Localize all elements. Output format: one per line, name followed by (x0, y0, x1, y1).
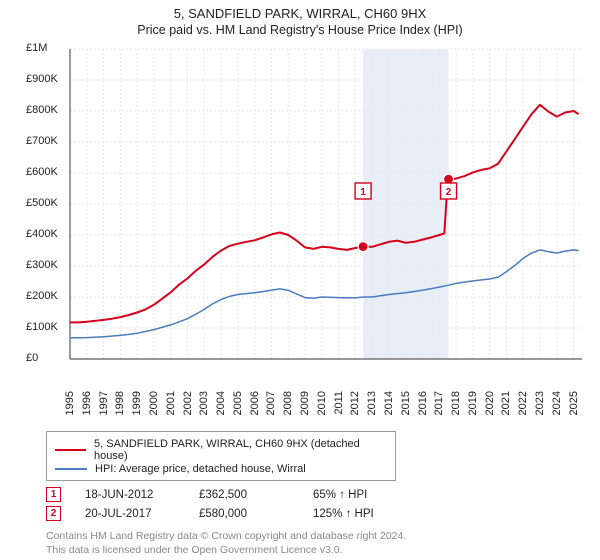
legend-swatch (55, 449, 86, 451)
x-tick-label: 2005 (232, 391, 244, 415)
y-tick-label: £800K (26, 104, 58, 116)
credits: Contains HM Land Registry data © Crown c… (46, 529, 590, 557)
x-tick-label: 2018 (450, 391, 462, 415)
x-tick-label: 2017 (433, 391, 445, 415)
x-tick-label: 2009 (299, 391, 311, 415)
y-tick-label: £1M (26, 42, 47, 54)
credits-line-2: This data is licensed under the Open Gov… (46, 543, 590, 557)
series-hpi (70, 250, 579, 338)
x-tick-label: 2016 (417, 391, 429, 415)
sale-delta: 125% ↑ HPI (313, 508, 403, 520)
credits-line-1: Contains HM Land Registry data © Crown c… (46, 529, 590, 543)
sale-price: £362,500 (199, 489, 289, 501)
y-tick-label: £700K (26, 135, 58, 147)
x-tick-label: 2012 (349, 391, 361, 415)
y-tick-label: £100K (26, 321, 58, 333)
x-tick-label: 2006 (249, 391, 261, 415)
y-tick-label: £500K (26, 197, 58, 209)
x-tick-label: 2008 (282, 391, 294, 415)
y-tick-label: £400K (26, 228, 58, 240)
x-tick-label: 2002 (182, 391, 194, 415)
legend-label: HPI: Average price, detached house, Wirr… (95, 463, 306, 475)
legend-row: HPI: Average price, detached house, Wirr… (55, 463, 387, 475)
legend-label: 5, SANDFIELD PARK, WIRRAL, CH60 9HX (det… (94, 438, 387, 462)
legend-box: 5, SANDFIELD PARK, WIRRAL, CH60 9HX (det… (46, 431, 396, 481)
y-tick-label: £900K (26, 73, 58, 85)
x-tick-label: 2004 (215, 391, 227, 415)
x-tick-label: 2020 (484, 391, 496, 415)
x-tick-label: 2000 (148, 391, 160, 415)
legend-swatch (55, 468, 87, 470)
y-tick-label: £0 (26, 352, 38, 364)
sale-row: 1 18-JUN-2012 £362,500 65% ↑ HPI (46, 487, 590, 502)
sale-price: £580,000 (199, 508, 289, 520)
sale-date: 18-JUN-2012 (85, 489, 175, 501)
x-tick-label: 2022 (517, 391, 529, 415)
x-tick-label: 2010 (316, 391, 328, 415)
x-tick-label: 1997 (98, 391, 110, 415)
sale-dot-1 (358, 242, 368, 252)
x-tick-label: 1998 (114, 391, 126, 415)
y-tick-label: £200K (26, 290, 58, 302)
svg-text:1: 1 (360, 187, 366, 198)
y-tick-label: £300K (26, 259, 58, 271)
sale-date: 20-JUL-2017 (85, 508, 175, 520)
x-tick-label: 1999 (131, 391, 143, 415)
x-tick-label: 2007 (265, 391, 277, 415)
x-tick-label: 2021 (500, 391, 512, 415)
x-tick-label: 2023 (534, 391, 546, 415)
chart-area: 12 £0£100K£200K£300K£400K£500K£600K£700K… (22, 43, 590, 383)
svg-text:2: 2 (446, 187, 452, 198)
sales-list: 1 18-JUN-2012 £362,500 65% ↑ HPI 2 20-JUL-201… (46, 487, 590, 521)
x-tick-label: 1996 (81, 391, 93, 415)
sale-delta: 65% ↑ HPI (313, 489, 403, 501)
x-tick-label: 2001 (165, 391, 177, 415)
series-property (70, 105, 579, 323)
address-title: 5, SANDFIELD PARK, WIRRAL, CH60 9HX (8, 6, 592, 21)
x-tick-label: 2025 (568, 391, 580, 415)
x-tick-label: 2015 (400, 391, 412, 415)
x-tick-label: 2014 (383, 391, 395, 415)
x-tick-label: 2003 (198, 391, 210, 415)
legend-row: 5, SANDFIELD PARK, WIRRAL, CH60 9HX (det… (55, 438, 387, 462)
sale-marker-icon: 2 (46, 506, 61, 521)
x-tick-label: 1995 (64, 391, 76, 415)
x-tick-label: 2013 (366, 391, 378, 415)
title-block: 5, SANDFIELD PARK, WIRRAL, CH60 9HX Pric… (0, 0, 600, 39)
x-tick-label: 2011 (333, 391, 345, 415)
price-chart: 12 (22, 43, 590, 383)
sale-marker-icon: 1 (46, 487, 61, 502)
x-tick-label: 2019 (467, 391, 479, 415)
sale-row: 2 20-JUL-2017 £580,000 125% ↑ HPI (46, 506, 590, 521)
x-tick-label: 2024 (551, 391, 563, 415)
subtitle: Price paid vs. HM Land Registry's House … (8, 23, 592, 37)
y-tick-label: £600K (26, 166, 58, 178)
